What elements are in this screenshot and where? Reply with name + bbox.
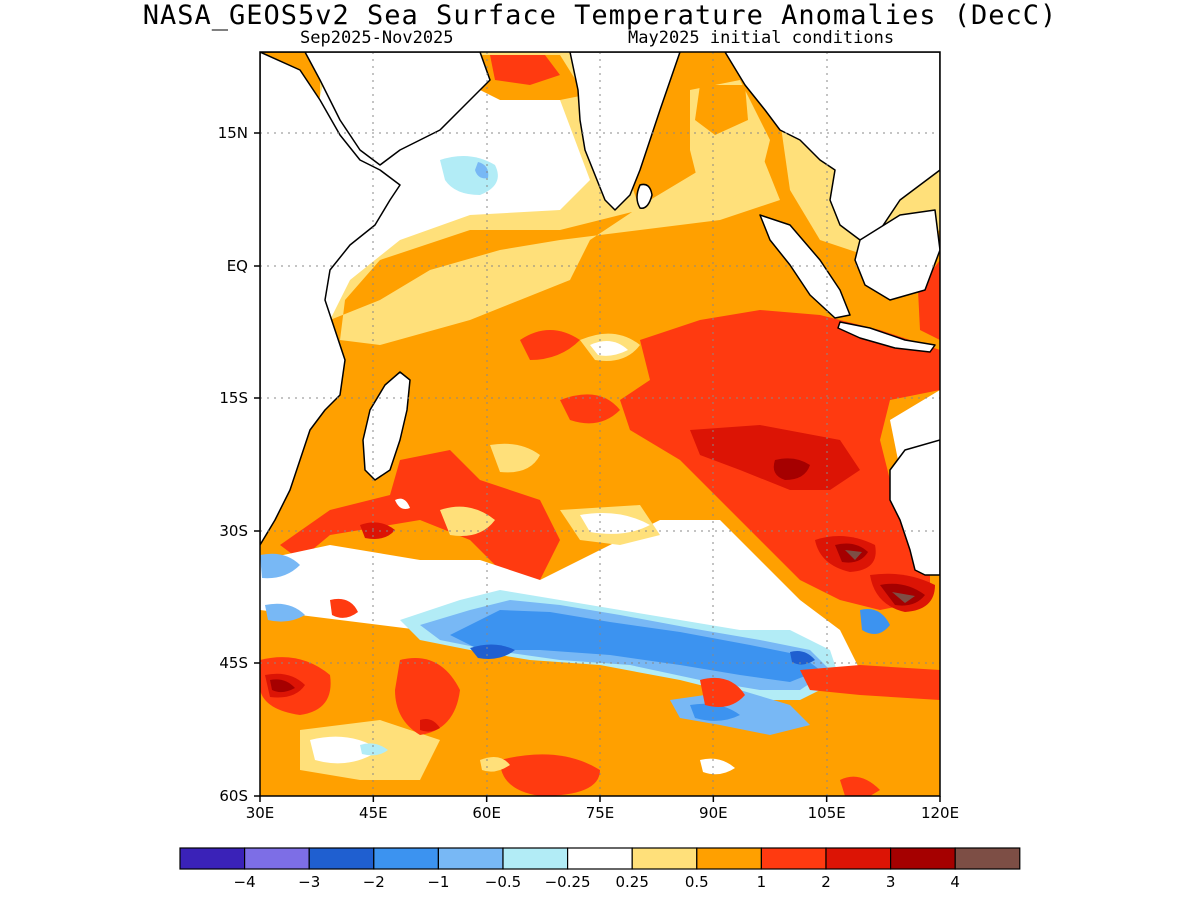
anomaly-patch bbox=[800, 665, 940, 700]
anomaly-patch bbox=[590, 341, 628, 356]
colorbar-swatch bbox=[373, 847, 439, 870]
anomaly-patch bbox=[475, 162, 489, 179]
anomaly-patch bbox=[490, 443, 540, 473]
anomaly-patch bbox=[700, 758, 735, 775]
colorbar-swatch bbox=[631, 847, 698, 870]
colorbar-swatch bbox=[566, 847, 633, 870]
colorbar-swatch bbox=[760, 847, 827, 870]
anomaly-patch bbox=[310, 736, 380, 764]
anomaly-patch bbox=[790, 651, 815, 665]
anomaly-patch bbox=[918, 260, 940, 340]
lon-tick-label: 60E bbox=[472, 804, 501, 822]
colorbar-swatch bbox=[696, 847, 762, 870]
borneo bbox=[854, 209, 940, 301]
colorbar-swatch bbox=[825, 847, 892, 870]
anomaly-patch bbox=[265, 603, 305, 622]
anomaly-patch bbox=[840, 776, 880, 796]
anomaly-patch bbox=[695, 85, 748, 135]
anomaly-patch bbox=[470, 644, 515, 659]
anomaly-patch bbox=[360, 743, 388, 756]
africa-coast bbox=[260, 52, 401, 546]
arabian-peninsula bbox=[260, 52, 491, 166]
lat-tick-label: 60S bbox=[219, 787, 248, 805]
initial-conditions: May2025 initial conditions bbox=[628, 28, 895, 48]
anomaly-patch bbox=[330, 598, 358, 618]
anomaly-patch bbox=[270, 679, 295, 693]
chart-title: NASA_GEOS5v2 Sea Surface Temperature Ano… bbox=[142, 0, 1058, 31]
lat-tick-label: 45S bbox=[219, 654, 248, 672]
anomaly-patch bbox=[773, 458, 810, 480]
sri-lanka bbox=[636, 183, 653, 209]
anomaly-patch bbox=[690, 703, 740, 721]
colorbar-swatch bbox=[502, 847, 569, 870]
madagascar bbox=[362, 371, 411, 481]
anomaly-patch bbox=[700, 677, 745, 708]
colorbar-label: 2 bbox=[821, 873, 831, 891]
colorbar: −4 −3 −2 −1 −0.5 −0.25 0.25 0.5 1 2 3 4 bbox=[179, 847, 1021, 891]
australia bbox=[889, 439, 940, 576]
grid-lines bbox=[260, 52, 940, 796]
lon-tick-label: 120E bbox=[921, 804, 959, 822]
anomaly-patch bbox=[395, 658, 460, 735]
lon-axis: 30E 45E 60E 75E 90E 105E 120E bbox=[246, 796, 959, 822]
colorbar-swatch bbox=[308, 847, 375, 870]
anomaly-patch bbox=[520, 330, 580, 360]
colorbar-label: −3 bbox=[298, 873, 320, 891]
colorbar-label: 3 bbox=[886, 873, 896, 891]
lon-tick-label: 90E bbox=[699, 804, 728, 822]
colorbar-label: −1 bbox=[427, 873, 449, 891]
anomaly-patch bbox=[420, 719, 440, 732]
colorbar-swatch bbox=[954, 847, 1021, 870]
anomaly-patch bbox=[450, 610, 820, 682]
indochina bbox=[724, 52, 940, 241]
colorbar-swatch bbox=[889, 847, 956, 870]
anomaly-patch bbox=[280, 450, 560, 580]
colorbar-swatch bbox=[437, 847, 504, 870]
lat-axis: 15N EQ 15S 30S 45S 60S bbox=[218, 124, 260, 805]
colorbar-label: 0.25 bbox=[615, 873, 648, 891]
lat-tick-label: 15S bbox=[219, 389, 248, 407]
anomaly-patch bbox=[580, 512, 650, 534]
colorbar-swatch bbox=[244, 847, 310, 870]
java bbox=[837, 321, 936, 353]
sumatra bbox=[759, 214, 851, 319]
lon-tick-label: 75E bbox=[586, 804, 615, 822]
anomaly-patch bbox=[440, 506, 495, 536]
lat-tick-label: EQ bbox=[227, 257, 248, 275]
anomaly-patch bbox=[260, 553, 300, 579]
forecast-period: Sep2025-Nov2025 bbox=[300, 28, 454, 48]
anomaly-field bbox=[260, 52, 940, 796]
colorbar-label: 1 bbox=[757, 873, 767, 891]
anomaly-patch bbox=[845, 550, 862, 560]
lon-tick-label: 105E bbox=[808, 804, 846, 822]
colorbar-label: −0.5 bbox=[485, 873, 521, 891]
anomaly-patch bbox=[490, 55, 560, 85]
colorbar-label: 0.5 bbox=[685, 873, 709, 891]
lat-tick-label: 30S bbox=[219, 522, 248, 540]
colorbar-label: −4 bbox=[234, 873, 256, 891]
colorbar-label: −2 bbox=[363, 873, 385, 891]
lon-tick-label: 30E bbox=[246, 804, 275, 822]
anomaly-patch bbox=[360, 522, 395, 539]
india bbox=[569, 52, 681, 211]
land-mask bbox=[260, 52, 940, 576]
anomaly-patch bbox=[892, 592, 915, 603]
anomaly-patch bbox=[560, 394, 620, 424]
anomaly-patch bbox=[500, 754, 600, 796]
colorbar-label: 4 bbox=[950, 873, 960, 891]
anomaly-patch bbox=[690, 425, 860, 490]
colorbar-label: −0.25 bbox=[545, 873, 591, 891]
lon-tick-label: 45E bbox=[359, 804, 388, 822]
lat-tick-label: 15N bbox=[218, 124, 248, 142]
anomaly-patch bbox=[395, 498, 410, 509]
anomaly-patch bbox=[860, 609, 890, 634]
colorbar-swatch bbox=[179, 847, 246, 870]
